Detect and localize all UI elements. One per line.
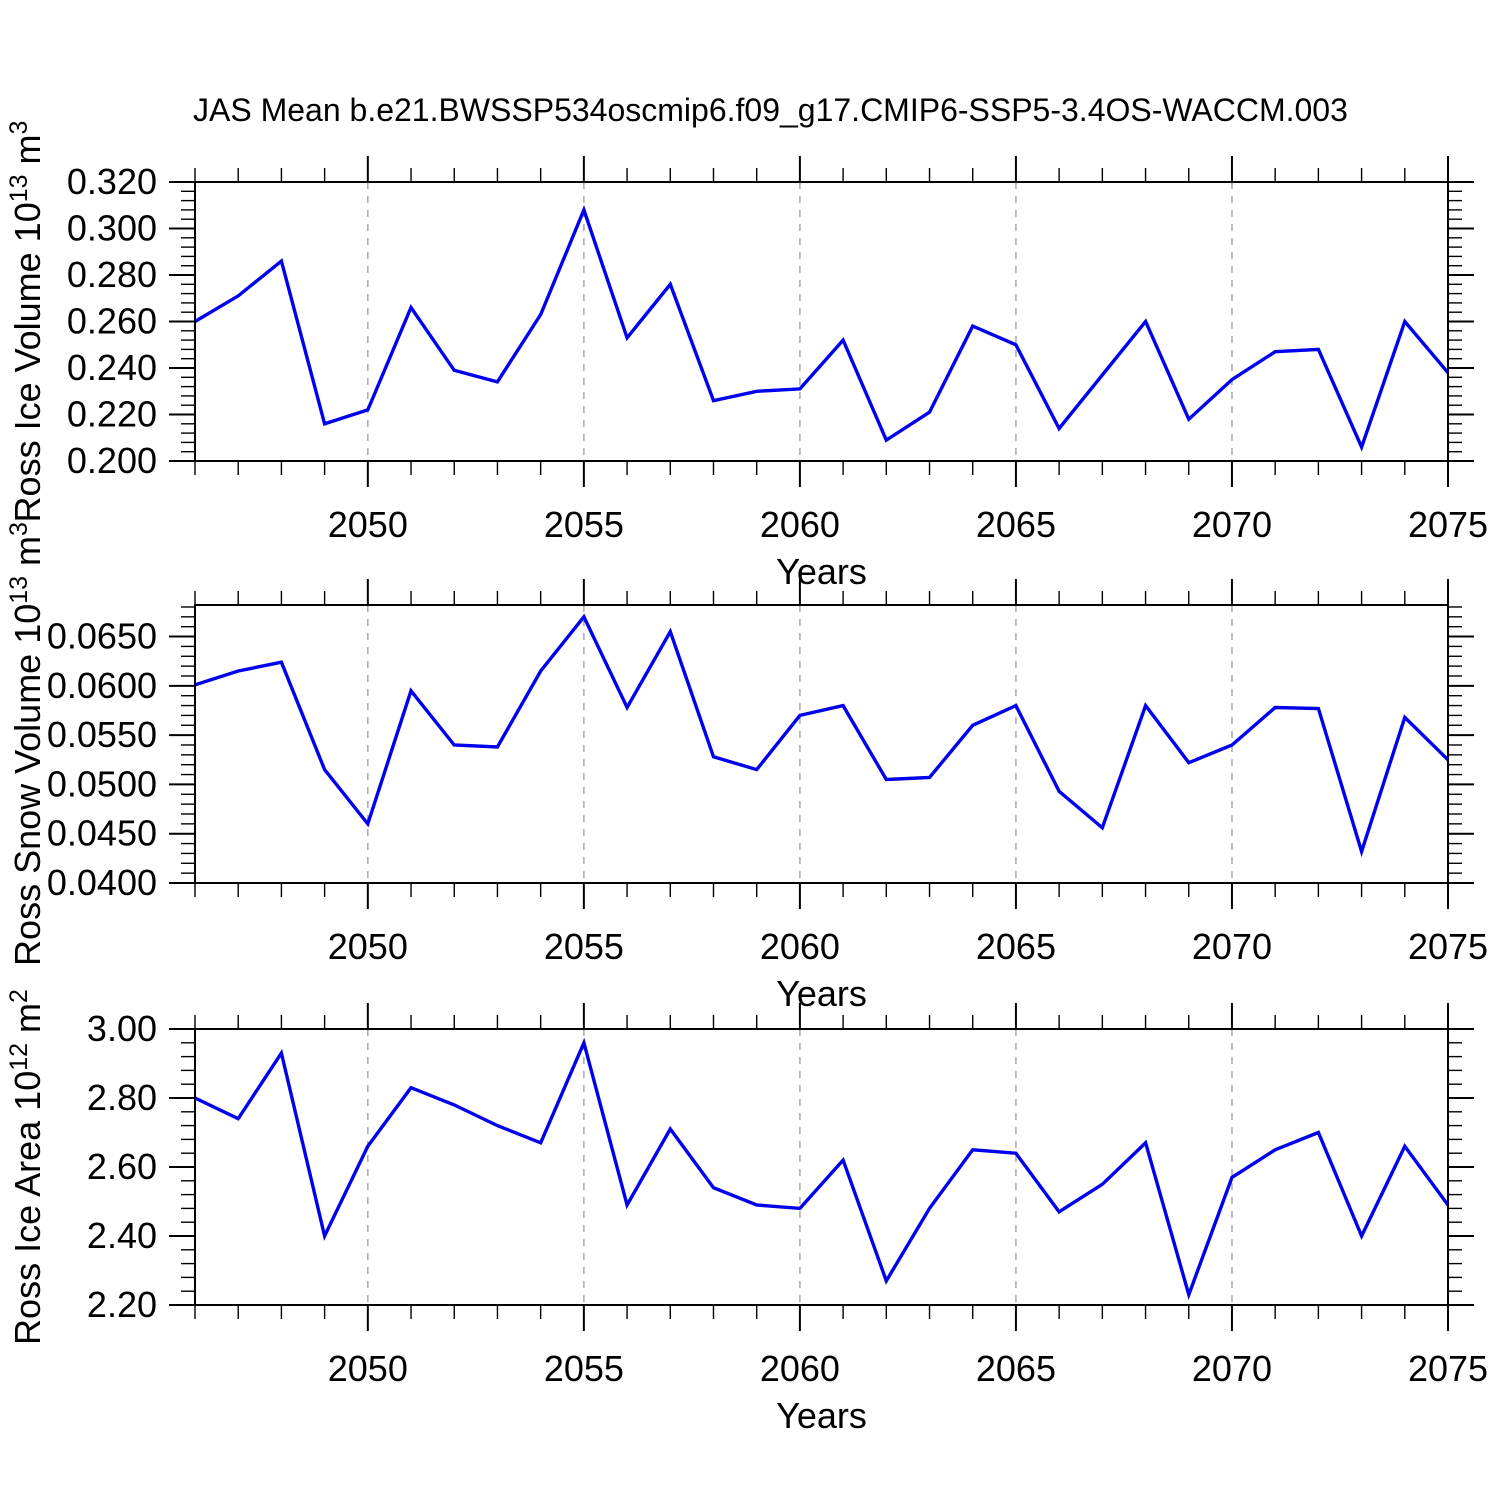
y-tick-label: 2.60 — [87, 1146, 157, 1187]
x-tick-label: 2065 — [976, 926, 1056, 967]
plot-border — [194, 181, 1449, 462]
x-tick-label: 2070 — [1192, 926, 1272, 967]
y-tick-label: 2.40 — [87, 1215, 157, 1256]
ticks — [169, 156, 1474, 487]
x-tick-label: 2055 — [544, 926, 624, 967]
y-tick-label: 0.240 — [67, 347, 157, 388]
y-tick-label: 0.300 — [67, 208, 157, 249]
y-axis-title: Ross Ice Area 1012 m2 — [5, 989, 48, 1345]
y-tick-label: 0.280 — [67, 254, 157, 295]
y-axis-title: Ross Ice Volume 1013 m3 — [5, 121, 48, 523]
x-tick-label: 2075 — [1408, 1348, 1488, 1389]
x-tick-label: 2060 — [760, 1348, 840, 1389]
x-tick-label: 2065 — [976, 1348, 1056, 1389]
x-axis-title: Years — [776, 1395, 867, 1436]
y-tick-label: 3.00 — [87, 1008, 157, 1049]
chart-panel-2: 0.0400 0.0450 0.0500 0.0550 0.0600 0.0650 2050… — [5, 522, 1488, 1014]
y-tick-label: 0.200 — [67, 440, 157, 481]
y-tick-label: 0.260 — [67, 301, 157, 342]
y-tick-label: 0.0400 — [47, 862, 157, 903]
y-tick-label: 2.80 — [87, 1077, 157, 1118]
plot-border — [194, 604, 1449, 884]
x-tick-label: 2075 — [1408, 926, 1488, 967]
ticks — [169, 579, 1474, 909]
data-line — [194, 205, 1450, 452]
y-tick-label: 0.0500 — [47, 763, 157, 804]
figure-title: JAS Mean b.e21.BWSSP534oscmip6.f09_g17.C… — [193, 92, 1348, 128]
x-tick-label: 2050 — [328, 504, 408, 545]
x-tick-label: 2065 — [976, 504, 1056, 545]
y-tick-label: 0.0650 — [47, 616, 157, 657]
y-tick-label: 0.320 — [67, 161, 157, 202]
x-axis-title: Years — [776, 973, 867, 1014]
y-tick-label: 0.0600 — [47, 665, 157, 706]
chart-panel-3: 2.20 2.40 2.60 2.80 3.00 2050 2055 2060 2065 2070… — [5, 989, 1488, 1436]
x-axis-title: Years — [776, 551, 867, 592]
x-tick-label: 2060 — [760, 926, 840, 967]
chart-panel-1: 0.200 0.220 0.240 0.260 0.280 0.300 0.320 2050 2… — [5, 121, 1488, 592]
x-tick-label: 2050 — [328, 1348, 408, 1389]
x-tick-label: 2050 — [328, 926, 408, 967]
x-tick-label: 2055 — [544, 504, 624, 545]
plot-border — [194, 1028, 1449, 1306]
x-tick-label: 2070 — [1192, 504, 1272, 545]
x-tick-label: 2070 — [1192, 1348, 1272, 1389]
data-line — [194, 1037, 1450, 1301]
y-tick-label: 0.0550 — [47, 714, 157, 755]
y-tick-label: 2.20 — [87, 1284, 157, 1325]
x-tick-label: 2060 — [760, 504, 840, 545]
data-line — [194, 613, 1450, 858]
y-axis-title: Ross Snow Volume 1013 m3 — [5, 522, 48, 966]
x-tick-label: 2075 — [1408, 504, 1488, 545]
y-tick-label: 0.220 — [67, 394, 157, 435]
y-tick-label: 0.0450 — [47, 813, 157, 854]
x-tick-label: 2055 — [544, 1348, 624, 1389]
ticks — [169, 1003, 1474, 1331]
